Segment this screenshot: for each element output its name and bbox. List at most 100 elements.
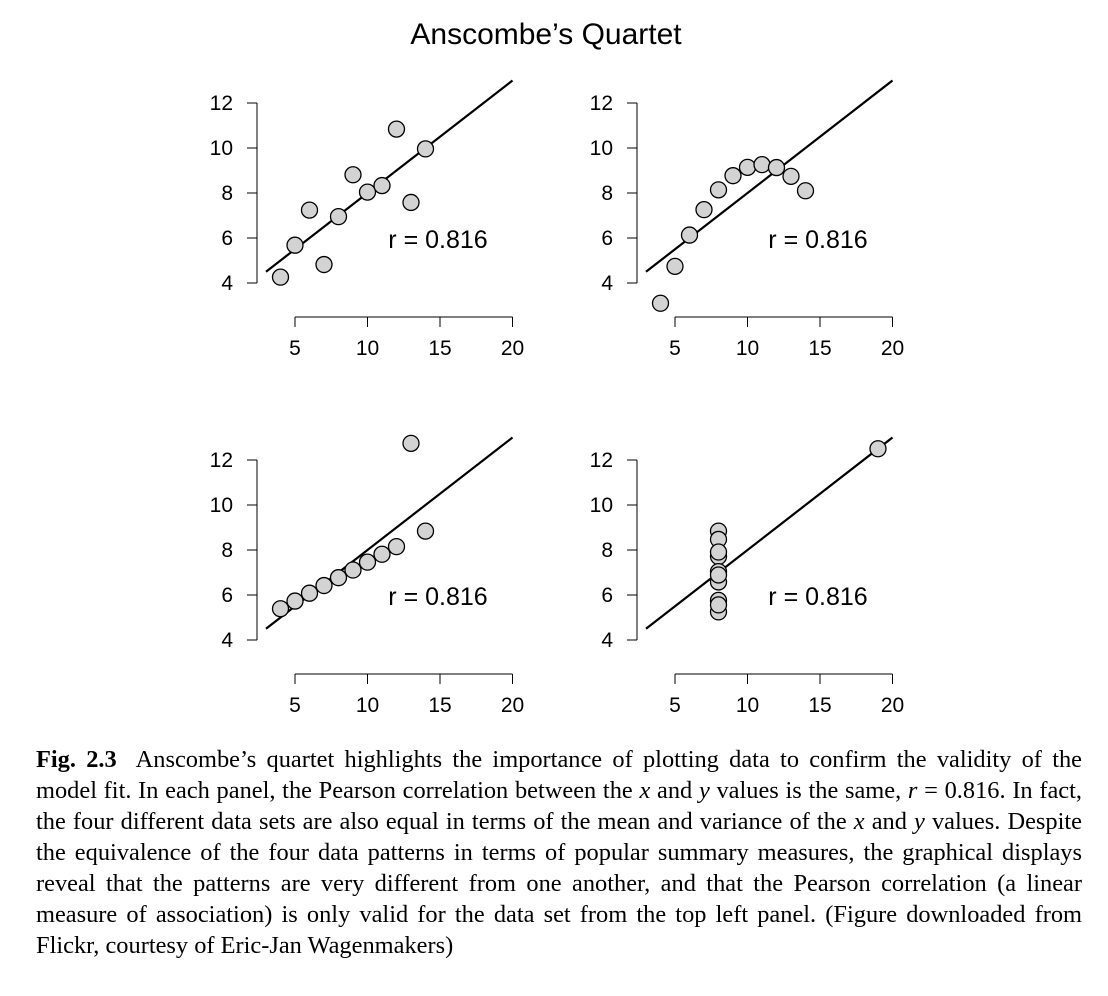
- caption-and: and: [657, 777, 693, 804]
- x-tick-label: 20: [501, 694, 524, 717]
- y-tick-label: 12: [210, 449, 233, 472]
- correlation-label: r = 0.816: [768, 226, 867, 254]
- caption-var-x2: x: [853, 808, 865, 835]
- data-point: [300, 201, 319, 219]
- y-tick-label: 4: [601, 629, 613, 652]
- data-point: [738, 158, 757, 177]
- data-point: [344, 166, 362, 184]
- data-point: [709, 566, 728, 584]
- x-tick-label: 20: [501, 337, 524, 360]
- data-point: [286, 592, 304, 610]
- data-point: [300, 584, 319, 602]
- x-tick-label: 20: [881, 337, 904, 360]
- caption-text-2: values is the same,: [716, 777, 902, 804]
- y-tick-label: 6: [601, 227, 613, 250]
- panel-top-left: 4 6 8 10 12 5 10 15 20 r = 0.816: [210, 79, 524, 360]
- x-tick-label: 5: [289, 337, 301, 360]
- x-tick-label: 10: [736, 337, 759, 360]
- data-point: [387, 120, 406, 138]
- data-point: [315, 255, 333, 274]
- data-point: [651, 294, 670, 312]
- correlation-label: r = 0.816: [388, 226, 487, 254]
- y-tick-label: 10: [590, 494, 613, 517]
- data-point: [753, 155, 771, 174]
- y-tick-label: 6: [221, 227, 233, 250]
- y-tick-label: 12: [590, 449, 613, 472]
- data-point: [373, 545, 391, 563]
- data-point: [271, 600, 290, 618]
- x-tick-label: 15: [428, 694, 451, 717]
- data-point: [709, 181, 728, 199]
- data-point: [329, 569, 348, 587]
- data-point: [373, 176, 391, 195]
- data-point: [666, 257, 684, 276]
- correlation-label: r = 0.816: [388, 583, 487, 611]
- correlation-label: r = 0.816: [768, 583, 867, 611]
- data-point: [680, 226, 699, 244]
- y-tick-label: 6: [601, 584, 613, 607]
- y-tick-label: 8: [601, 539, 613, 562]
- y-tick-label: 12: [210, 92, 233, 115]
- data-point: [271, 268, 290, 286]
- y-tick-label: 8: [601, 182, 613, 205]
- data-point: [869, 440, 887, 458]
- figure-title: Anscombe’s Quartet: [410, 18, 682, 51]
- panel-bottom-left: 4 6 8 10 12 5 10 15 20 r = 0.816: [210, 434, 524, 717]
- y-tick-label: 8: [221, 539, 233, 562]
- caption-var-x: x: [639, 777, 651, 804]
- y-tick-label: 6: [221, 584, 233, 607]
- caption-text-3: In fact, the four different data sets ar…: [36, 777, 1082, 835]
- data-point: [416, 522, 435, 540]
- data-point: [329, 207, 348, 226]
- panel-bottom-right: 4 6 8 10 12 5 10 15 20 r = 0.816: [590, 436, 904, 717]
- y-tick-label: 12: [590, 92, 613, 115]
- caption-r-var: r: [907, 777, 918, 804]
- data-point: [709, 596, 728, 614]
- x-tick-label: 5: [669, 694, 681, 717]
- caption-text-1: Anscombe’s quartet highlights the import…: [36, 746, 1082, 804]
- caption-and2: and: [871, 808, 907, 835]
- caption-text-4: values. Despite the equivalence of the f…: [36, 808, 1082, 959]
- caption-var-y: y: [698, 777, 710, 804]
- data-point: [358, 183, 377, 201]
- x-tick-label: 5: [669, 337, 681, 360]
- caption-label: Fig. 2.3: [36, 746, 117, 773]
- data-point: [796, 182, 815, 200]
- caption-r-eq: = 0.816.: [924, 777, 1006, 804]
- x-tick-label: 10: [356, 694, 379, 717]
- anscombe-figure: Anscombe’s Quartet 4 6 8 10 12 5 10 15 20 r = 0.8…: [210, 18, 905, 717]
- regression-line: [645, 436, 894, 630]
- data-point: [416, 140, 435, 158]
- scatter-panels: 4 6 8 10 12 5 10 15 20 r = 0.816 4 6 8 10 12 5 10 15 20 r =…: [210, 79, 904, 717]
- y-tick-label: 4: [221, 629, 233, 652]
- data-point: [286, 236, 304, 254]
- y-tick-label: 4: [601, 272, 613, 295]
- figure-caption: Fig. 2.3 Anscombe’s quartet highlights t…: [36, 744, 1082, 961]
- data-point: [767, 158, 786, 177]
- data-point: [695, 200, 713, 219]
- y-tick-label: 8: [221, 182, 233, 205]
- x-tick-label: 20: [881, 694, 904, 717]
- panel-top-right: 4 6 8 10 12 5 10 15 20 r = 0.816: [590, 79, 904, 360]
- y-tick-label: 10: [590, 137, 613, 160]
- data-point: [358, 553, 377, 571]
- x-tick-label: 10: [356, 337, 379, 360]
- x-tick-label: 15: [428, 337, 451, 360]
- data-point: [724, 167, 742, 185]
- data-point: [402, 434, 420, 453]
- regression-line: [265, 79, 514, 273]
- y-tick-label: 10: [210, 494, 233, 517]
- y-tick-label: 4: [221, 272, 233, 295]
- x-tick-label: 5: [289, 694, 301, 717]
- data-point: [782, 167, 800, 186]
- data-point: [709, 543, 728, 561]
- x-tick-label: 15: [808, 694, 831, 717]
- y-tick-label: 10: [210, 137, 233, 160]
- data-point: [315, 576, 333, 595]
- caption-var-y2: y: [914, 808, 925, 835]
- data-point: [402, 193, 420, 212]
- data-point: [387, 537, 406, 556]
- x-tick-label: 10: [736, 694, 759, 717]
- data-point: [344, 561, 362, 579]
- x-tick-label: 15: [808, 337, 831, 360]
